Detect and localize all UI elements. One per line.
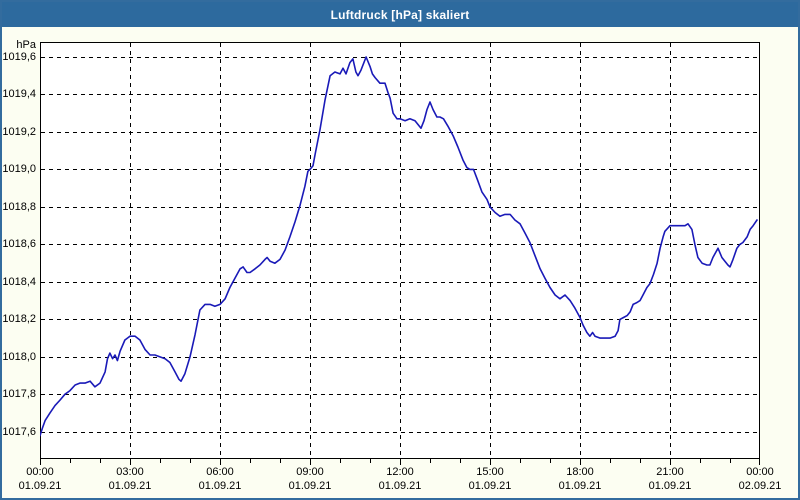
x-axis-tick-label: 12:00 01.09.21 xyxy=(350,465,450,493)
x-axis-tick-label: 00:00 01.09.21 xyxy=(2,465,90,493)
y-axis-tick-label: 1019,2 xyxy=(2,125,36,138)
y-axis-tick-label: 1019,6 xyxy=(2,50,36,63)
x-axis-date-label: 01.09.21 xyxy=(288,480,332,492)
x-axis-time-label: 21:00 xyxy=(656,466,684,478)
pressure-line-chart xyxy=(40,42,760,465)
x-axis-tick-label: 18:00 01.09.21 xyxy=(530,465,630,493)
y-axis-tick-label: 1019,0 xyxy=(2,163,36,176)
pressure-series-line xyxy=(40,56,758,437)
x-axis-time-label: 15:00 xyxy=(476,466,504,478)
x-axis-time-label: 09:00 xyxy=(296,466,324,478)
x-axis-tick-label: 21:00 01.09.21 xyxy=(620,465,720,493)
y-axis-tick-label: 1018,6 xyxy=(2,238,36,251)
x-axis-date-label: 01.09.21 xyxy=(378,480,422,492)
x-axis-date-label: 01.09.21 xyxy=(558,480,602,492)
y-axis-unit-label: hPa xyxy=(16,39,36,51)
plot-border xyxy=(40,42,760,459)
x-axis-tick-label: 03:00 01.09.21 xyxy=(80,465,180,493)
x-axis-tick-label: 09:00 01.09.21 xyxy=(260,465,360,493)
window-title: Luftdruck [hPa] skaliert xyxy=(330,7,470,22)
x-axis-time-label: 00:00 xyxy=(746,466,774,478)
y-axis-tick-label: 1018,8 xyxy=(2,200,36,213)
x-axis-time-label: 12:00 xyxy=(386,466,414,478)
window-titlebar: Luftdruck [hPa] skaliert xyxy=(2,2,798,27)
x-axis-date-label: 01.09.21 xyxy=(18,480,62,492)
y-axis-tick-label: 1019,4 xyxy=(2,88,36,101)
y-axis-tick-label: 1017,8 xyxy=(2,388,36,401)
x-axis-tick-label: 06:00 01.09.21 xyxy=(170,465,270,493)
x-axis-date-label: 01.09.21 xyxy=(198,480,242,492)
x-axis-date-label: 01.09.21 xyxy=(468,480,512,492)
y-axis-tick-label: 1018,0 xyxy=(2,350,36,363)
x-axis-time-label: 00:00 xyxy=(26,466,54,478)
y-axis-tick-label: 1018,4 xyxy=(2,275,36,288)
y-axis-tick-label: 1018,2 xyxy=(2,313,36,326)
x-axis-date-label: 01.09.21 xyxy=(648,480,692,492)
x-axis-tick-label: 00:00 02.09.21 xyxy=(710,465,798,493)
x-axis-time-label: 03:00 xyxy=(116,466,144,478)
x-axis-time-label: 18:00 xyxy=(566,466,594,478)
x-axis-tick-label: 15:00 01.09.21 xyxy=(440,465,540,493)
x-axis-date-label: 02.09.21 xyxy=(738,480,782,492)
x-axis-time-label: 06:00 xyxy=(206,466,234,478)
x-axis-date-label: 01.09.21 xyxy=(108,480,152,492)
chart-area: hPa 1019,6 1019,4 1019,2 1019,0 1018,8 1018,6… xyxy=(2,27,798,498)
y-axis-tick-label: 1017,6 xyxy=(2,425,36,438)
